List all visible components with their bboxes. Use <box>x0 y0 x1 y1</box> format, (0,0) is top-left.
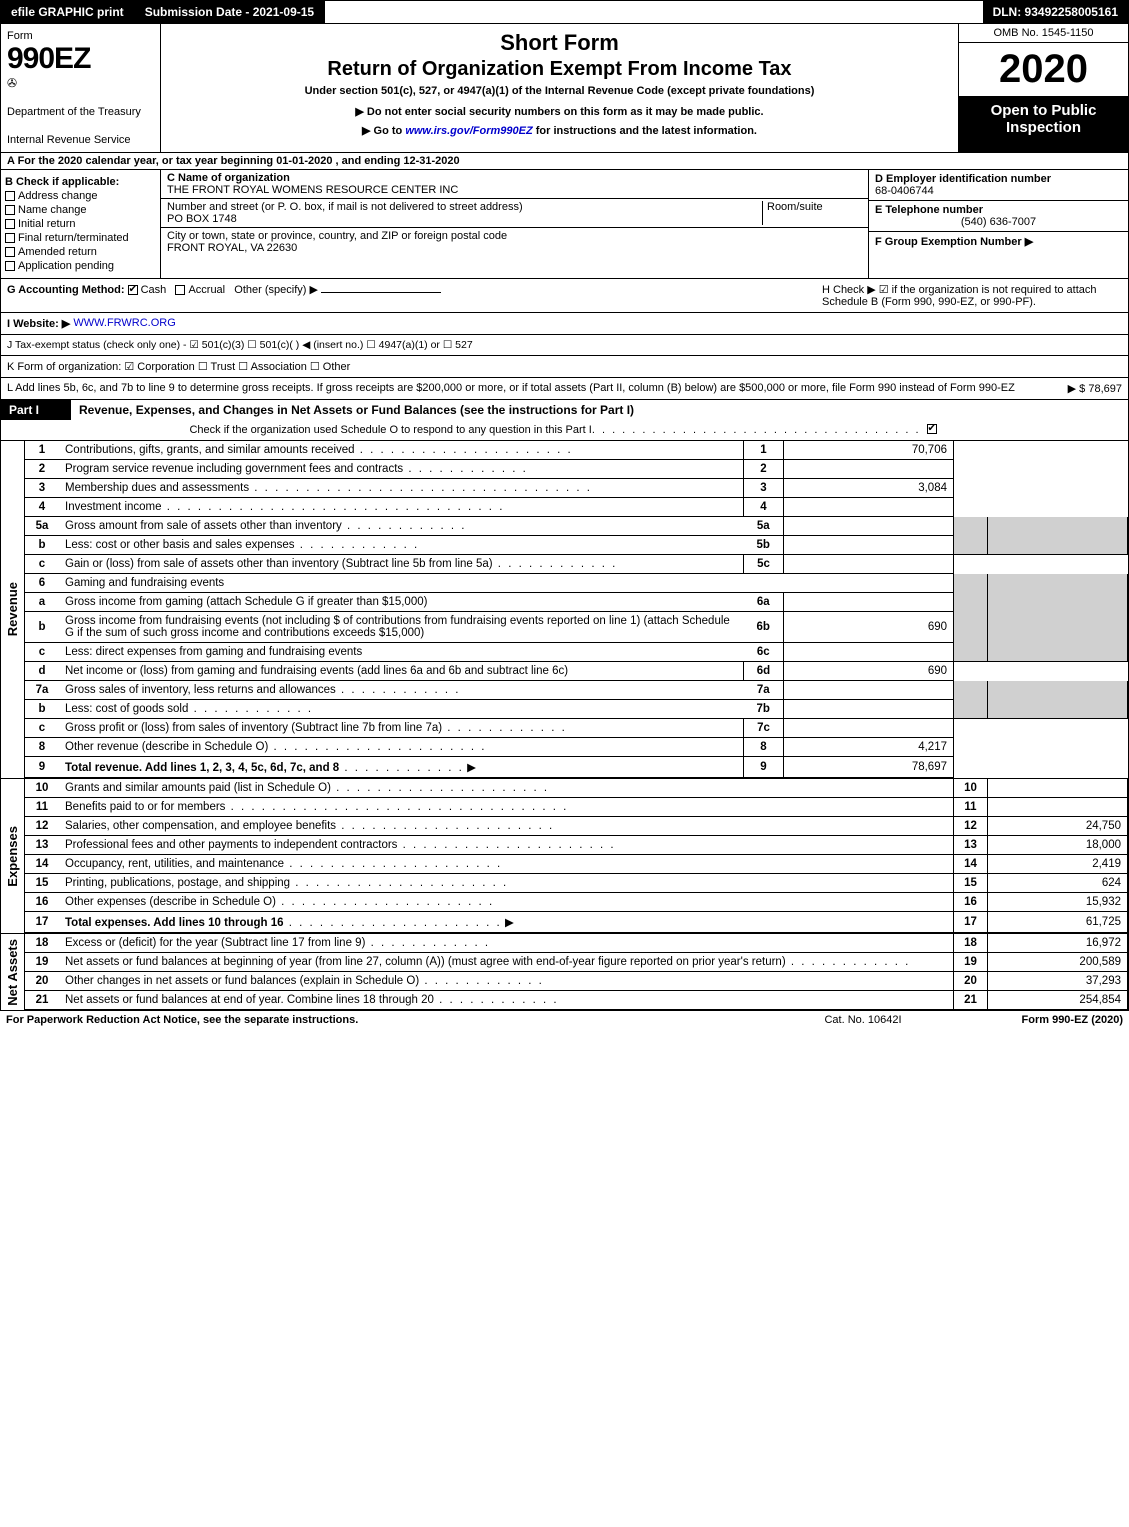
group-exemption-label: F Group Exemption Number ▶ <box>875 236 1033 248</box>
form-word: Form <box>7 30 154 42</box>
table-row: 19Net assets or fund balances at beginni… <box>25 953 1128 972</box>
revenue-section: Revenue 1Contributions, gifts, grants, a… <box>0 441 1129 779</box>
table-row: 21Net assets or fund balances at end of … <box>25 991 1128 1010</box>
irs-label: Internal Revenue Service <box>7 134 154 146</box>
table-row: 13Professional fees and other payments t… <box>25 836 1128 855</box>
dept-label: Department of the Treasury <box>7 106 154 118</box>
expenses-section: Expenses 10Grants and similar amounts pa… <box>0 779 1129 934</box>
table-row: 14Occupancy, rent, utilities, and mainte… <box>25 855 1128 874</box>
b-title: B Check if applicable: <box>5 176 156 188</box>
ein-label: D Employer identification number <box>875 173 1051 185</box>
part1-title: Revenue, Expenses, and Changes in Net As… <box>71 400 1128 420</box>
revenue-label: Revenue <box>5 582 20 636</box>
cb-schedule-o[interactable] <box>927 424 937 434</box>
row-k: K Form of organization: ☑ Corporation ☐ … <box>0 356 1129 378</box>
revenue-table: 1Contributions, gifts, grants, and simil… <box>25 441 1128 778</box>
h-text: H Check ▶ ☑ if the organization is not r… <box>822 283 1122 308</box>
table-row: 15Printing, publications, postage, and s… <box>25 874 1128 893</box>
short-form-title: Short Form <box>171 30 948 56</box>
table-row: 5aGross amount from sale of assets other… <box>25 517 1128 536</box>
line-a: A For the 2020 calendar year, or tax yea… <box>0 153 1129 170</box>
ein-value: 68-0406744 <box>875 185 934 197</box>
omb-number: OMB No. 1545-1150 <box>959 24 1128 43</box>
cb-accrual[interactable] <box>175 285 185 295</box>
row-j: J Tax-exempt status (check only one) - ☑… <box>0 335 1129 356</box>
table-row: 7aGross sales of inventory, less returns… <box>25 681 1128 700</box>
section-c: C Name of organization THE FRONT ROYAL W… <box>161 170 868 278</box>
cb-initial-return[interactable]: Initial return <box>5 218 156 230</box>
row-g-h: G Accounting Method: Cash Accrual Other … <box>0 279 1129 313</box>
under-section: Under section 501(c), 527, or 4947(a)(1)… <box>171 85 948 97</box>
org-name: THE FRONT ROYAL WOMENS RESOURCE CENTER I… <box>167 184 862 196</box>
ssn-warning: ▶ Do not enter social security numbers o… <box>171 105 948 118</box>
paperwork-notice: For Paperwork Reduction Act Notice, see … <box>6 1014 763 1026</box>
table-row: 16Other expenses (describe in Schedule O… <box>25 893 1128 912</box>
table-row: 10Grants and similar amounts paid (list … <box>25 779 1128 798</box>
cb-amended[interactable]: Amended return <box>5 246 156 258</box>
tel-label: E Telephone number <box>875 204 983 216</box>
part1-check-text: Check if the organization used Schedule … <box>189 424 591 436</box>
net-assets-section: Net Assets 18Excess or (deficit) for the… <box>0 934 1129 1011</box>
table-row: 12Salaries, other compensation, and empl… <box>25 817 1128 836</box>
form-number: 990EZ <box>7 42 154 76</box>
table-row: 1Contributions, gifts, grants, and simil… <box>25 441 1128 460</box>
tel-value: (540) 636-7007 <box>875 216 1122 228</box>
expenses-label: Expenses <box>5 826 20 887</box>
net-assets-table: 18Excess or (deficit) for the year (Subt… <box>25 934 1128 1010</box>
table-row: 2Program service revenue including gover… <box>25 460 1128 479</box>
submission-date: Submission Date - 2021-09-15 <box>135 1 325 23</box>
part1-header: Part I Revenue, Expenses, and Changes in… <box>0 400 1129 420</box>
section-b: B Check if applicable: Address change Na… <box>1 170 161 278</box>
table-row: 6Gaming and fundraising events <box>25 574 1128 593</box>
street-value: PO BOX 1748 <box>167 213 762 225</box>
table-row: 11Benefits paid to or for members11 <box>25 798 1128 817</box>
net-assets-label: Net Assets <box>5 939 20 1006</box>
cb-final-return[interactable]: Final return/terminated <box>5 232 156 244</box>
table-row: 8Other revenue (describe in Schedule O)8… <box>25 738 1128 757</box>
table-row: 17Total expenses. Add lines 10 through 1… <box>25 912 1128 933</box>
table-row: 9Total revenue. Add lines 1, 2, 3, 4, 5c… <box>25 757 1128 778</box>
open-public: Open to Public Inspection <box>959 96 1128 152</box>
cb-address-change[interactable]: Address change <box>5 190 156 202</box>
tax-year: 2020 <box>959 43 1128 96</box>
l-text: L Add lines 5b, 6c, and 7b to line 9 to … <box>7 382 1015 395</box>
table-row: 4Investment income4 <box>25 498 1128 517</box>
g-label: G Accounting Method: <box>7 284 128 296</box>
table-row: cGain or (loss) from sale of assets othe… <box>25 555 1128 574</box>
part1-check-row: Check if the organization used Schedule … <box>0 420 1129 441</box>
expenses-table: 10Grants and similar amounts paid (list … <box>25 779 1128 933</box>
table-row: 3Membership dues and assessments33,084 <box>25 479 1128 498</box>
form-ref: Form 990-EZ (2020) <box>963 1014 1123 1026</box>
section-def: D Employer identification number68-04067… <box>868 170 1128 278</box>
city-label: City or town, state or province, country… <box>167 230 862 242</box>
street-label: Number and street (or P. O. box, if mail… <box>167 201 762 213</box>
page-footer: For Paperwork Reduction Act Notice, see … <box>0 1011 1129 1029</box>
irs-url[interactable]: www.irs.gov/Form990EZ <box>405 125 532 137</box>
dln-label: DLN: 93492258005161 <box>983 1 1128 23</box>
part1-badge: Part I <box>1 400 71 420</box>
efile-label[interactable]: efile GRAPHIC print <box>1 1 135 23</box>
return-title: Return of Organization Exempt From Incom… <box>171 58 948 81</box>
table-row: 18Excess or (deficit) for the year (Subt… <box>25 934 1128 953</box>
city-value: FRONT ROYAL, VA 22630 <box>167 242 862 254</box>
info-block: B Check if applicable: Address change Na… <box>0 170 1129 279</box>
row-i: I Website: ▶ WWW.FRWRC.ORG <box>0 313 1129 335</box>
form-header: Form 990EZ ✇ Department of the Treasury … <box>0 24 1129 153</box>
cb-cash[interactable] <box>128 285 138 295</box>
table-row: 20Other changes in net assets or fund ba… <box>25 972 1128 991</box>
room-suite-label: Room/suite <box>762 201 862 225</box>
l-amount: ▶ $ 78,697 <box>1068 382 1122 395</box>
c-name-label: C Name of organization <box>167 172 290 184</box>
table-row: cGross profit or (loss) from sales of in… <box>25 719 1128 738</box>
cb-name-change[interactable]: Name change <box>5 204 156 216</box>
cat-no: Cat. No. 10642I <box>763 1014 963 1026</box>
website-link[interactable]: WWW.FRWRC.ORG <box>73 317 175 330</box>
row-l: L Add lines 5b, 6c, and 7b to line 9 to … <box>0 378 1129 400</box>
website-label: I Website: ▶ <box>7 317 70 330</box>
table-row: dNet income or (loss) from gaming and fu… <box>25 662 1128 681</box>
top-bar: efile GRAPHIC print Submission Date - 20… <box>0 0 1129 24</box>
cb-pending[interactable]: Application pending <box>5 260 156 272</box>
goto-link[interactable]: ▶ Go to www.irs.gov/Form990EZ for instru… <box>171 124 948 137</box>
